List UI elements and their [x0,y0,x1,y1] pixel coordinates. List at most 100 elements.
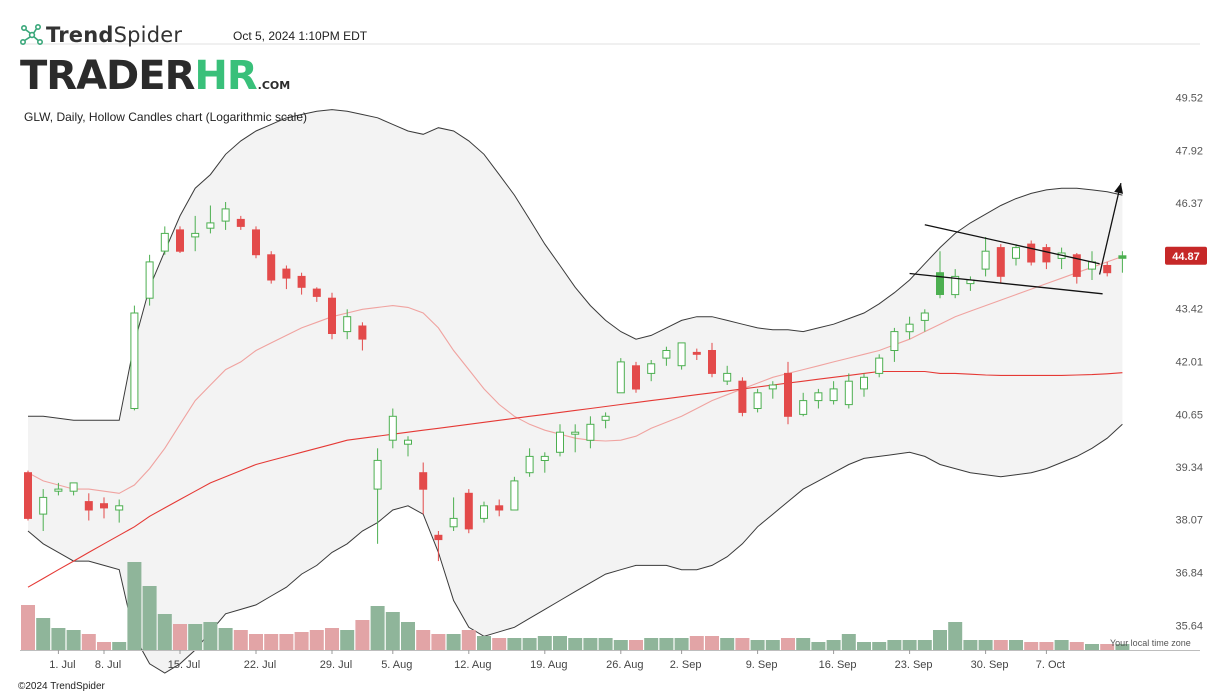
volume-bar [142,586,157,650]
volume-bar [325,628,339,650]
candle [860,373,868,397]
trendline [909,272,1103,295]
candle-body [236,218,245,227]
volume-bar [188,624,203,650]
candle [100,497,108,519]
x-tick-label: 1. Jul [49,659,75,671]
candle [920,309,929,332]
candle [495,499,504,517]
volume-bar [537,636,552,650]
x-tick-label: 23. Sep [895,659,933,671]
candle-body [434,534,443,541]
candle [130,305,139,411]
candle-body [510,480,519,511]
trendspider-wordmark: TrendSpider [46,23,182,47]
candle [571,424,580,453]
candle-body [221,208,230,222]
candle-body [39,496,48,515]
volume-bar [902,640,917,650]
candle-body [540,455,549,461]
candle-body [373,459,382,490]
candle [221,202,230,230]
trendspider-brand: TrendSpider [18,22,182,48]
ma-line [27,370,1123,588]
volume-bar [1115,644,1130,650]
candle-body [844,380,853,406]
candle [1103,261,1112,277]
volume-bar [264,634,279,650]
candle [404,436,412,457]
bollinger-fill [28,109,1123,674]
candle-body [1012,247,1020,259]
y-tick-label: 49.52 [1175,93,1203,105]
candle-body [981,250,990,270]
candle [662,346,671,366]
volume-bar [36,618,51,650]
candle-body [480,505,488,519]
candle-body [601,415,610,421]
volume-bar [203,622,218,650]
volume-bar [629,640,643,650]
volume-bar [21,605,35,650]
trendspider-logo-icon [19,23,43,45]
candle-body [282,268,291,279]
volume-bar [796,638,811,650]
candle [449,497,458,531]
candle-body [343,316,352,333]
volume-bar [583,638,598,650]
candle-body [875,357,884,374]
candle [723,365,732,385]
arrow-head [1114,183,1123,194]
candle-body [464,492,473,530]
candle [981,237,990,277]
candle [480,501,488,523]
candle [616,358,625,394]
candle-body [616,361,625,394]
volume-bar [51,628,66,650]
copyright: ©2024 TrendSpider [18,681,105,692]
candle-body [449,517,458,528]
candle-body [130,312,139,409]
x-tick-label: 8. Jul [95,659,121,671]
candle-body [860,376,868,390]
candle [84,493,93,521]
candle [677,342,686,370]
candle [556,424,564,457]
volume-bar [461,630,476,650]
y-tick-label: 43.42 [1175,304,1203,316]
x-tick-label: 5. Aug [381,659,412,671]
candle-body [145,261,154,299]
candle [176,226,184,253]
candle [464,489,473,534]
volume-bar [613,640,628,650]
candle [419,462,428,515]
bollinger-bands [27,109,1123,674]
candle [890,327,899,362]
candle-body [768,384,777,390]
volume-bar [963,640,978,650]
volume-bar [978,640,993,650]
volume-bar [720,638,735,650]
candle-body [905,323,914,333]
candle-body [662,350,671,359]
candle-body [1072,254,1081,277]
volume-bar [689,636,704,650]
candle [1027,240,1036,266]
volume-bar [112,642,127,650]
candle [358,322,367,351]
volume-bar [370,606,385,650]
candle [24,470,32,521]
volume-bar [401,622,415,650]
candle-body [160,232,169,252]
candle [784,361,792,425]
volume-bar [492,638,507,650]
candle [829,381,838,405]
chart-title: GLW, Daily, Hollow Candles chart (Logari… [24,110,307,124]
volume-bar [841,634,856,650]
x-tick-label: 30. Sep [971,659,1009,671]
timezone-note: Your local time zone [1110,638,1191,648]
y-tick-label: 47.92 [1175,145,1203,157]
x-tick-label: 12. Aug [454,659,491,671]
candle-body [738,380,747,413]
